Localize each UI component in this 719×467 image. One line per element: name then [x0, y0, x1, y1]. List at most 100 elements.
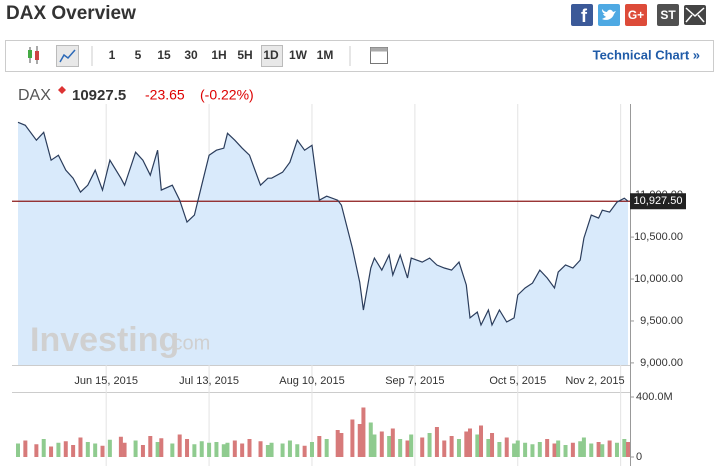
- share-twitter[interactable]: [598, 4, 620, 26]
- volume-bar: [361, 407, 366, 457]
- period-button[interactable]: 1M: [317, 48, 334, 62]
- volume-bar: [122, 442, 127, 457]
- share-facebook[interactable]: f: [571, 4, 593, 26]
- volume-bar: [581, 437, 586, 457]
- icon-part: [370, 47, 388, 52]
- line-icon[interactable]: [56, 45, 79, 67]
- volume-bar: [350, 419, 355, 457]
- volume-bar: [589, 443, 594, 457]
- change-percent: (-0.22%): [200, 87, 254, 103]
- period-button[interactable]: 1W: [289, 48, 308, 62]
- volume-bar: [232, 440, 237, 457]
- volume-bar: [335, 430, 340, 457]
- volume-bar: [240, 443, 245, 457]
- volume-bar: [170, 443, 175, 457]
- volume-bar: [578, 441, 583, 457]
- volume-bar: [490, 433, 495, 457]
- volume-bar: [107, 439, 112, 457]
- period-button[interactable]: 5H: [237, 48, 252, 62]
- volume-bar: [442, 440, 447, 457]
- symbol: DAX: [18, 87, 51, 104]
- technical-chart-link[interactable]: Technical Chart »: [593, 47, 700, 62]
- volume-bar: [387, 436, 392, 457]
- volume-bar: [148, 436, 153, 457]
- y-tick-label: 0: [636, 451, 642, 463]
- icon-part: [59, 49, 76, 63]
- volume-bar: [225, 442, 230, 457]
- x-tick-label: Nov 2, 2015: [565, 375, 624, 387]
- volume-bar: [512, 443, 517, 457]
- volume-bar: [16, 443, 20, 457]
- volume-bar: [258, 441, 263, 457]
- volume-bar: [486, 439, 491, 457]
- volume-bar: [357, 424, 362, 457]
- volume-bar: [600, 444, 605, 457]
- last-price-box: [630, 193, 686, 210]
- share-stocktwits[interactable]: ST: [657, 4, 679, 26]
- volume-bar: [552, 443, 557, 457]
- y-tick-label: 9,500.00: [640, 315, 683, 327]
- volume-bar: [390, 428, 395, 457]
- volume-bar: [398, 439, 403, 457]
- y-tick-label: 9,000.00: [640, 357, 683, 369]
- volume-bar: [515, 440, 520, 457]
- volume-bar: [185, 439, 190, 457]
- volume-bar: [556, 440, 561, 457]
- icon-bg: [657, 4, 679, 26]
- volume-bar: [614, 442, 619, 457]
- candle-icon[interactable]: [28, 46, 39, 64]
- volume-bar: [221, 444, 226, 457]
- volume-bar: [563, 445, 568, 457]
- volume-bar: [626, 442, 630, 457]
- y-tick-label: 10,000.00: [634, 273, 683, 285]
- share-google[interactable]: G+: [625, 4, 647, 26]
- settings-icon[interactable]: [370, 47, 388, 64]
- volume-bar: [85, 442, 90, 457]
- volume-bar: [405, 440, 410, 457]
- volume-bar: [63, 441, 68, 457]
- volume-bar: [159, 438, 164, 457]
- volume-bar: [100, 445, 105, 457]
- period-button[interactable]: 30: [184, 48, 198, 62]
- period-button[interactable]: 15: [157, 48, 171, 62]
- period-button[interactable]: 1H: [211, 48, 226, 62]
- price: 10927.5: [72, 87, 126, 104]
- volume-bar: [71, 445, 76, 457]
- volume-bar: [295, 444, 300, 457]
- selected-bg: [56, 45, 79, 67]
- period-button[interactable]: 1D: [263, 48, 279, 62]
- volume-bar: [247, 439, 252, 457]
- period-group: 1 5 15 30 1H 5H 1D 1W 1M: [109, 48, 334, 62]
- volume-bar: [34, 444, 39, 457]
- volume-bar: [523, 442, 528, 457]
- volume-bar: [545, 439, 550, 457]
- volume-bar: [449, 436, 454, 457]
- volume-bar: [596, 442, 601, 457]
- volume-bar: [409, 434, 414, 457]
- volume-bar: [269, 442, 274, 457]
- volume-bar: [570, 442, 575, 457]
- volume-bar: [317, 436, 322, 457]
- volume-bar: [607, 440, 612, 457]
- change-marker: [58, 86, 66, 94]
- share-mail[interactable]: [684, 5, 706, 25]
- volume-bar: [207, 442, 212, 457]
- volume-bar: [456, 439, 461, 457]
- volume-bar: [192, 444, 197, 457]
- volume-bar: [497, 442, 502, 457]
- icon-part: [28, 50, 32, 58]
- volume-bar: [379, 431, 384, 457]
- icon-bg: [571, 4, 593, 26]
- volume-bar: [140, 445, 145, 457]
- period-button[interactable]: 5: [135, 48, 142, 62]
- volume-bar: [265, 445, 270, 457]
- icon-envelope: [685, 7, 705, 23]
- toolbar: [5, 40, 714, 72]
- volume-bar: [622, 439, 627, 457]
- period-button[interactable]: 1: [109, 48, 116, 62]
- period-selected-bg: [261, 45, 283, 67]
- volume-bar: [199, 441, 204, 457]
- price-line: [17, 121, 629, 327]
